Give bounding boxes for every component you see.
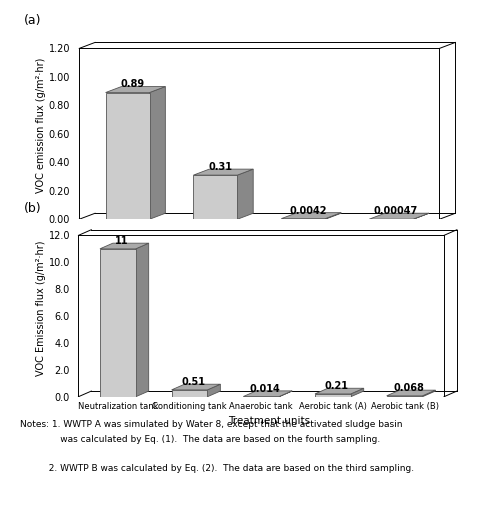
- Polygon shape: [315, 388, 364, 394]
- Polygon shape: [315, 394, 351, 397]
- Y-axis label: VOC emission flux (g/m²·hr): VOC emission flux (g/m²·hr): [36, 57, 46, 193]
- Text: 0.00047: 0.00047: [374, 206, 418, 216]
- Polygon shape: [238, 169, 253, 219]
- Polygon shape: [369, 213, 429, 219]
- Polygon shape: [194, 175, 238, 219]
- Polygon shape: [387, 396, 423, 397]
- Text: Notes: 1. WWTP A was simulated by Water 8, except that the activated sludge basi: Notes: 1. WWTP A was simulated by Water …: [20, 420, 403, 429]
- Text: was calculated by Eq. (1).  The data are based on the fourth sampling.: was calculated by Eq. (1). The data are …: [20, 435, 380, 444]
- X-axis label: Treatment units: Treatment units: [229, 416, 310, 426]
- Polygon shape: [106, 92, 150, 219]
- Polygon shape: [136, 243, 149, 397]
- Text: 0.0042: 0.0042: [289, 206, 327, 216]
- Text: 0.51: 0.51: [182, 377, 206, 387]
- Polygon shape: [279, 391, 292, 397]
- Text: (b): (b): [24, 202, 42, 215]
- Text: 0.21: 0.21: [325, 381, 349, 391]
- Polygon shape: [423, 390, 436, 397]
- Polygon shape: [100, 243, 149, 249]
- Text: 11: 11: [115, 236, 128, 246]
- Polygon shape: [351, 388, 364, 397]
- Polygon shape: [100, 249, 136, 397]
- Polygon shape: [150, 87, 165, 219]
- Text: 2. WWTP B was calculated by Eq. (2).  The data are based on the third sampling.: 2. WWTP B was calculated by Eq. (2). The…: [20, 464, 414, 473]
- Polygon shape: [172, 390, 208, 397]
- Polygon shape: [244, 391, 292, 397]
- Polygon shape: [387, 390, 436, 396]
- Polygon shape: [281, 212, 341, 219]
- Text: 0.31: 0.31: [208, 162, 232, 172]
- Text: (a): (a): [24, 14, 42, 27]
- Text: 0.014: 0.014: [250, 384, 280, 394]
- Polygon shape: [325, 212, 341, 219]
- Polygon shape: [194, 169, 253, 175]
- Polygon shape: [413, 213, 429, 219]
- Polygon shape: [208, 384, 221, 397]
- Y-axis label: VOC Emission flux (g/m²·hr): VOC Emission flux (g/m²·hr): [36, 240, 46, 376]
- Text: 0.068: 0.068: [393, 383, 424, 393]
- X-axis label: Treatment Units: Treatment Units: [228, 239, 311, 248]
- Text: 0.89: 0.89: [120, 79, 144, 89]
- Polygon shape: [172, 384, 221, 390]
- Polygon shape: [106, 87, 165, 92]
